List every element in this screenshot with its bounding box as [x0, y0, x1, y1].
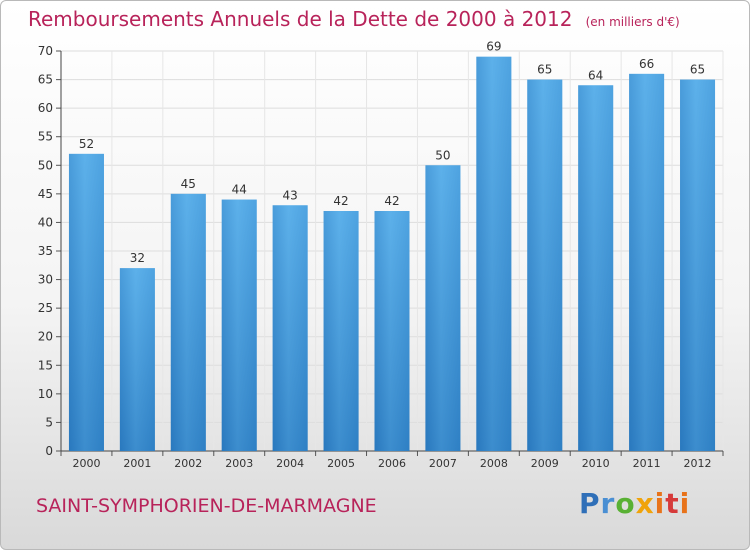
x-tick-label: 2004 [276, 457, 304, 470]
logo-letter: i [654, 487, 666, 520]
bar-value-label: 65 [690, 63, 705, 77]
x-tick-label: 2009 [531, 457, 559, 470]
bar-shade [629, 73, 665, 451]
bar-value-label: 65 [537, 63, 552, 77]
y-tick-label: 60 [38, 101, 53, 115]
bar-value-label: 69 [486, 40, 501, 54]
logo-letter: P [579, 487, 601, 520]
chart-title-main: Remboursements Annuels de la Dette de 20… [28, 7, 573, 31]
chart-title-unit: (en milliers d'€) [585, 15, 680, 29]
proxiti-logo: Proxiti [579, 487, 690, 520]
value-labels: 52 2000 32 2001 45 2002 44 2003 43 2004 42 2005 42 20… [72, 40, 711, 470]
y-tick-label: 40 [38, 215, 53, 229]
bar-shade [680, 79, 716, 452]
logo-letter: x [635, 487, 655, 520]
chart-title: Remboursements Annuels de la Dette de 20… [28, 7, 680, 31]
x-tick-label: 2006 [378, 457, 406, 470]
commune-name: SAINT-SYMPHORIEN-DE-MARMAGNE [36, 495, 377, 517]
x-tick-label: 2003 [225, 457, 253, 470]
y-tick-label: 5 [45, 415, 53, 429]
bar-shade [374, 211, 410, 451]
y-tick-label: 35 [38, 244, 53, 258]
x-tick-label: 2005 [327, 457, 355, 470]
bar-value-label: 52 [79, 137, 94, 151]
y-tick-label: 55 [38, 130, 53, 144]
bar-shade [323, 211, 359, 451]
x-tick-label: 2011 [633, 457, 661, 470]
bar-shade [170, 193, 206, 451]
y-tick-label: 0 [45, 444, 53, 458]
y-tick-label: 25 [38, 301, 53, 315]
bar-value-label: 50 [435, 148, 450, 162]
bar-shade [68, 153, 104, 451]
y-tick-label: 15 [38, 358, 53, 372]
y-tick-label: 70 [38, 44, 53, 58]
y-tick-label: 45 [38, 187, 53, 201]
bar-value-label: 32 [130, 251, 145, 265]
bar-value-label: 45 [181, 177, 196, 191]
x-tick-label: 2000 [72, 457, 100, 470]
bar-shade [221, 199, 257, 451]
bar-shade [527, 79, 563, 452]
y-tick-label: 65 [38, 73, 53, 87]
bar-shade [476, 56, 512, 451]
x-tick-label: 2007 [429, 457, 457, 470]
bar-value-label: 43 [283, 188, 298, 202]
logo-letter: o [615, 487, 636, 520]
bar-shade [119, 268, 155, 451]
bar-value-label: 44 [232, 183, 247, 197]
y-tick-label: 30 [38, 273, 53, 287]
bar-shade [578, 85, 614, 452]
bar-shade [425, 165, 461, 452]
bar-shade [272, 205, 308, 451]
x-tick-label: 2012 [684, 457, 712, 470]
x-tick-label: 2008 [480, 457, 508, 470]
logo-letter: i [679, 487, 691, 520]
logo-letter: r [600, 487, 616, 520]
y-tick-label: 50 [38, 158, 53, 172]
x-tick-label: 2010 [582, 457, 610, 470]
bar-value-label: 42 [333, 194, 348, 208]
logo-letter: t [665, 487, 680, 520]
bar-value-label: 64 [588, 68, 603, 82]
x-tick-label: 2001 [123, 457, 151, 470]
bar-value-label: 42 [384, 194, 399, 208]
bar-value-label: 66 [639, 57, 654, 71]
y-tick-label: 10 [38, 387, 53, 401]
bars [68, 56, 716, 452]
x-tick-label: 2002 [174, 457, 202, 470]
y-tick-label: 20 [38, 330, 53, 344]
